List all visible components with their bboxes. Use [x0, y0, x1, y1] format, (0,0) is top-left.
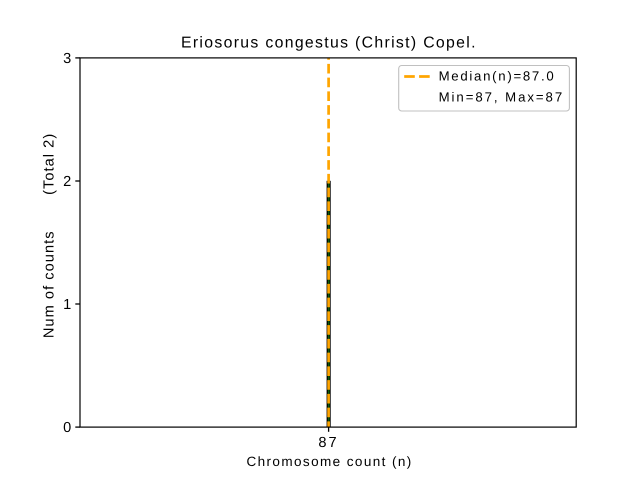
svg-text:2: 2: [63, 174, 71, 190]
svg-text:1: 1: [63, 297, 71, 313]
svg-text:0: 0: [63, 420, 71, 436]
svg-text:Min=87, Max=87: Min=87, Max=87: [439, 90, 565, 105]
svg-text:87: 87: [318, 435, 338, 451]
svg-text:(Total 2): (Total 2): [41, 133, 57, 195]
svg-text:Median(n)=87.0: Median(n)=87.0: [439, 69, 556, 84]
svg-text:Chromosome count (n): Chromosome count (n): [246, 454, 412, 469]
svg-text:Eriosorus congestus (Christ) C: Eriosorus congestus (Christ) Copel.: [181, 35, 477, 52]
svg-text:Num of counts: Num of counts: [41, 230, 57, 338]
svg-text:3: 3: [63, 51, 71, 67]
